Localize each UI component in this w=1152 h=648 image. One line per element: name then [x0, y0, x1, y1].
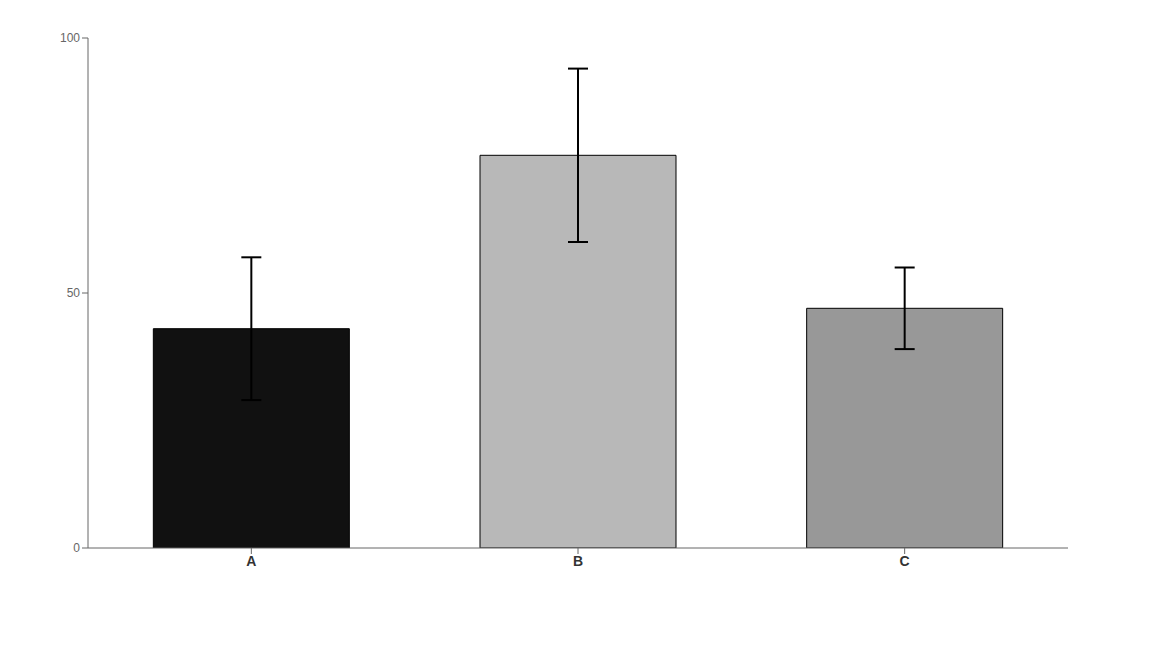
- svg-text:100: 100: [60, 31, 80, 45]
- svg-text:0: 0: [73, 541, 80, 555]
- svg-text:A: A: [246, 553, 256, 569]
- svg-text:B: B: [573, 553, 583, 569]
- svg-text:C: C: [900, 553, 910, 569]
- svg-text:50: 50: [67, 286, 81, 300]
